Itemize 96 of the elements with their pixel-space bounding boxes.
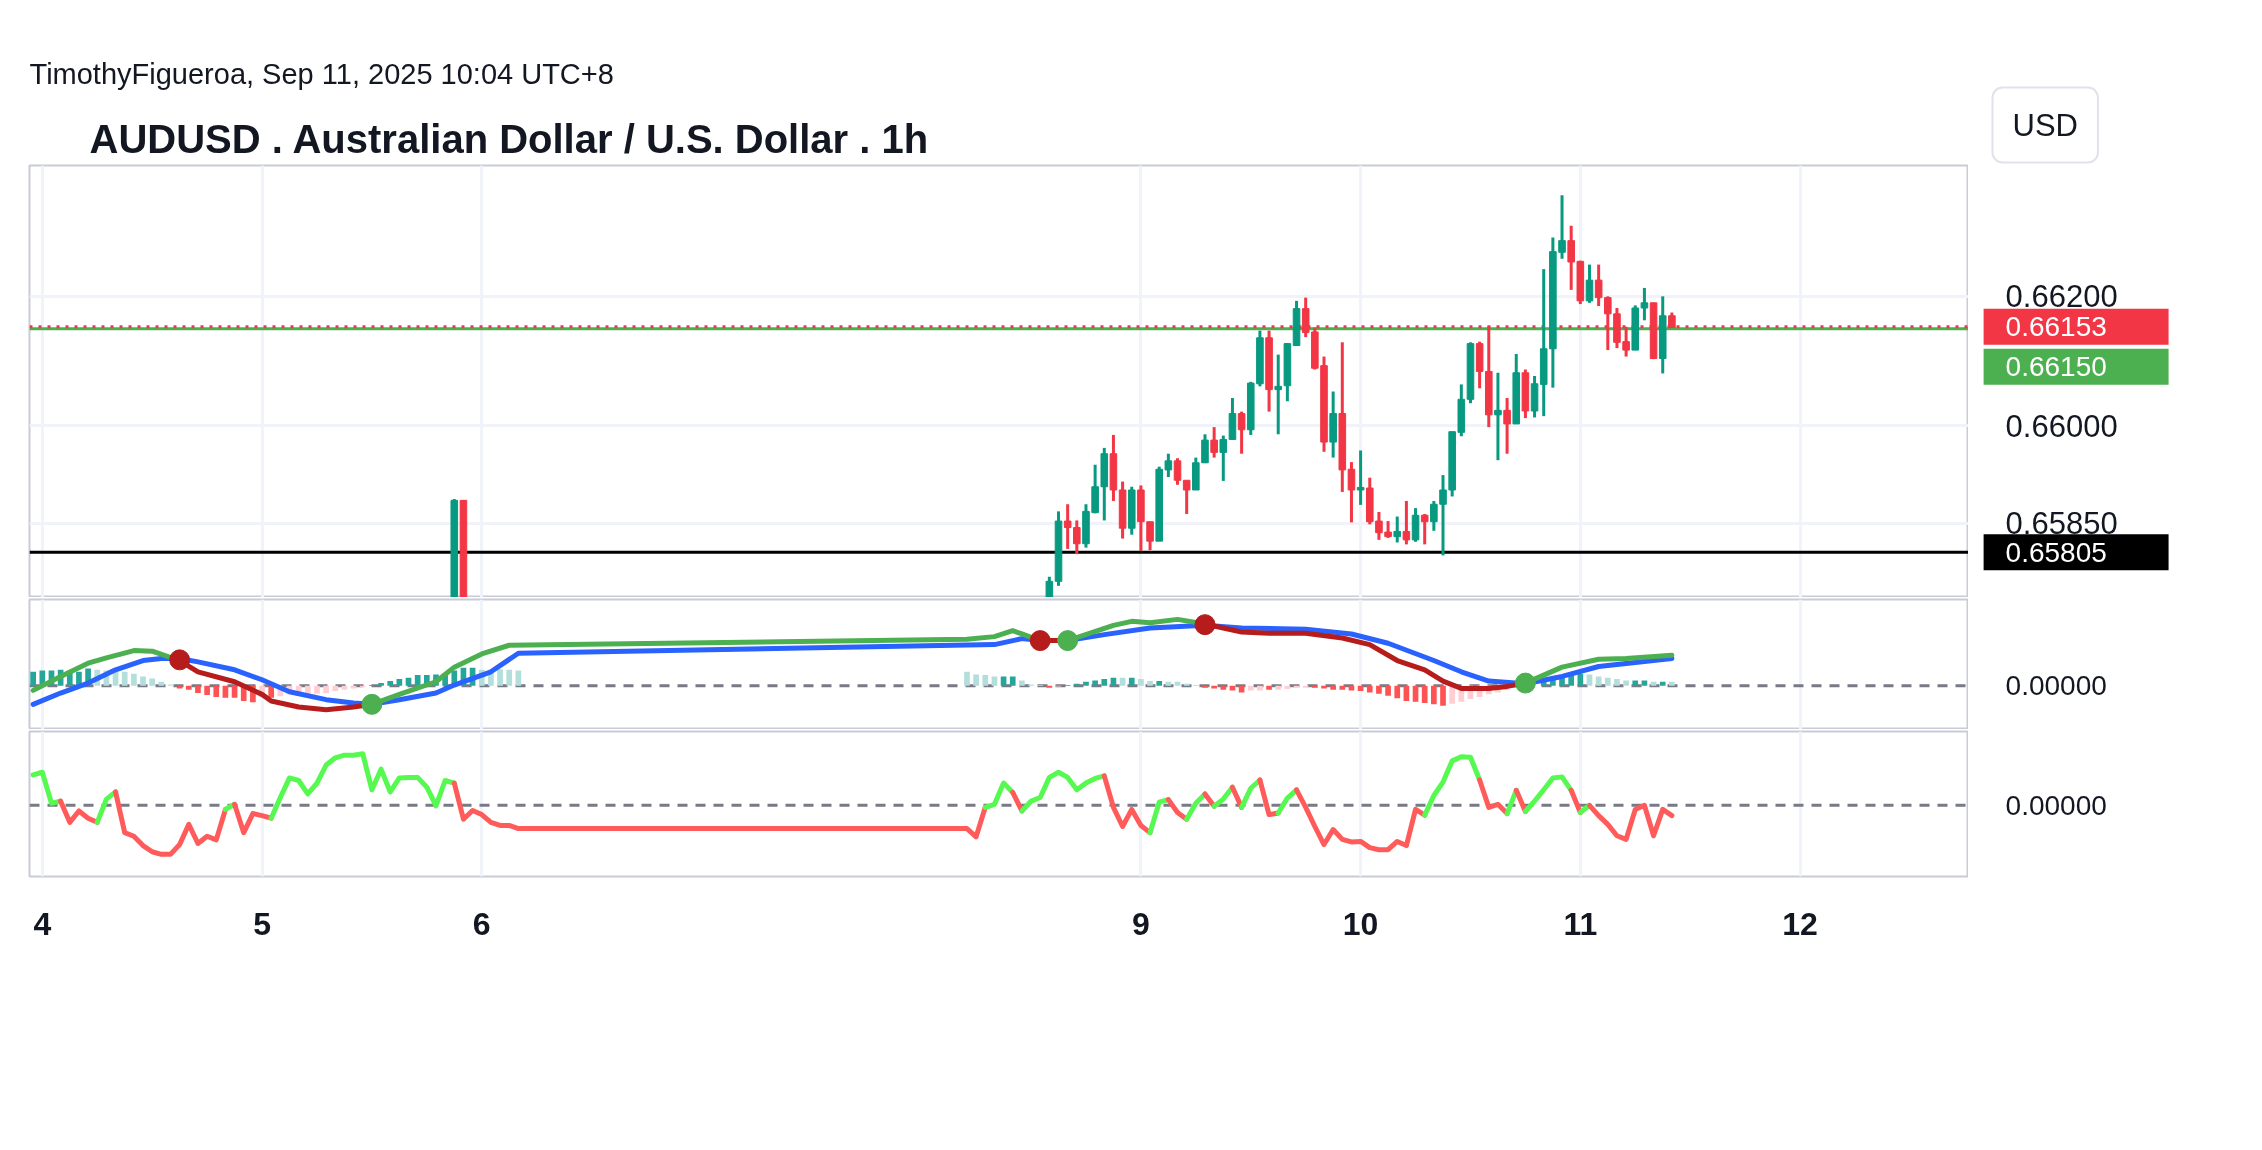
bar: [195, 685, 201, 694]
bar: [1669, 681, 1675, 686]
text: TimothyFigueroa, Sep 11, 2025 10:04 UTC+8: [29, 57, 614, 90]
candlestick: [1356, 450, 1365, 505]
candlestick: [1585, 264, 1594, 303]
candlestick: [1182, 479, 1191, 514]
candlestick: [1393, 516, 1402, 543]
point: [1194, 614, 1216, 636]
bar: [1330, 685, 1336, 690]
candlestick: [1420, 512, 1429, 545]
bar: [1101, 679, 1108, 686]
candlestick: [1219, 435, 1228, 481]
bar: [1641, 680, 1648, 686]
candlestick: [1237, 411, 1246, 454]
bar: [387, 681, 394, 686]
bar: [1604, 677, 1611, 686]
bar: [213, 685, 220, 698]
bar: [185, 685, 192, 690]
bar: [1275, 685, 1282, 690]
bar: [1577, 673, 1584, 686]
bar: [1440, 685, 1446, 706]
point: [1514, 672, 1536, 694]
candlestick: [1201, 434, 1209, 464]
bar: [1266, 685, 1272, 690]
x-tick-label: 5: [253, 905, 271, 942]
bar: [1431, 685, 1437, 705]
bar: [1421, 685, 1428, 703]
bar: [515, 670, 522, 686]
candlestick: [1173, 458, 1182, 485]
bar: [1659, 681, 1666, 686]
bar: [497, 669, 503, 686]
candlestick: [1494, 371, 1502, 462]
bar: [1220, 685, 1227, 690]
bar: [982, 675, 989, 686]
bar: [1000, 676, 1007, 686]
bar: [158, 681, 165, 686]
bar: [131, 673, 137, 686]
bar: [1138, 679, 1144, 686]
candlestick: [1503, 398, 1511, 454]
bar: [1019, 680, 1025, 686]
y-axis-title: USD: [2012, 107, 2078, 143]
bar: [1247, 685, 1254, 691]
ref-line-label: 0.66150: [2005, 351, 2107, 383]
bar: [1156, 681, 1163, 686]
candlestick: [1210, 427, 1218, 458]
bar: [30, 671, 36, 686]
bar: [1083, 681, 1089, 686]
bar: [1366, 685, 1373, 693]
ref-line-label: 0.00000: [2005, 670, 2107, 702]
x-tick-label: 9: [1132, 905, 1150, 942]
bar: [1623, 680, 1629, 686]
x-tick-label: 6: [472, 905, 491, 942]
bar: [323, 685, 329, 694]
bar: [1632, 680, 1639, 686]
bar: [1449, 685, 1455, 704]
bar: [314, 685, 320, 694]
candlestick: [1402, 501, 1411, 545]
bar: [1595, 676, 1602, 686]
point: [361, 693, 383, 715]
bar: [1339, 685, 1346, 690]
bar: [304, 685, 311, 694]
bar: [1614, 679, 1620, 686]
point: [1029, 630, 1051, 652]
bar: [378, 683, 384, 686]
bar: [1147, 681, 1153, 686]
ref-line-label: 0.00000: [2005, 789, 2107, 821]
bar: [991, 676, 998, 686]
point: [1057, 630, 1079, 652]
bar: [1092, 680, 1098, 686]
bar: [204, 685, 210, 696]
bar: [396, 679, 403, 686]
x-tick-label: 10: [1342, 905, 1379, 942]
bar: [332, 685, 339, 692]
bar: [964, 671, 970, 686]
chart-title: AUDUSD . Australian Dollar / U.S. Dollar . 1h: [89, 116, 929, 161]
bar: [1394, 685, 1401, 699]
bar: [1257, 685, 1263, 691]
bar: [1128, 677, 1135, 686]
bar: [149, 678, 156, 686]
y-tick-label: 0.66000: [2005, 408, 2118, 444]
bar: [121, 671, 128, 686]
bar: [1586, 674, 1593, 686]
bar: [1376, 685, 1382, 694]
bar: [414, 675, 421, 686]
candlestick: [1274, 354, 1283, 435]
bar: [1385, 685, 1391, 696]
bar: [506, 669, 513, 686]
x-tick-label: 12: [1782, 905, 1818, 942]
bar: [973, 674, 979, 686]
point: [169, 649, 191, 671]
x-tick-label: 11: [1563, 905, 1598, 942]
bar: [268, 685, 275, 698]
x-tick-label: 4: [33, 905, 52, 942]
candlestick: [1347, 462, 1356, 523]
bar: [1009, 676, 1016, 686]
bar: [140, 676, 146, 686]
